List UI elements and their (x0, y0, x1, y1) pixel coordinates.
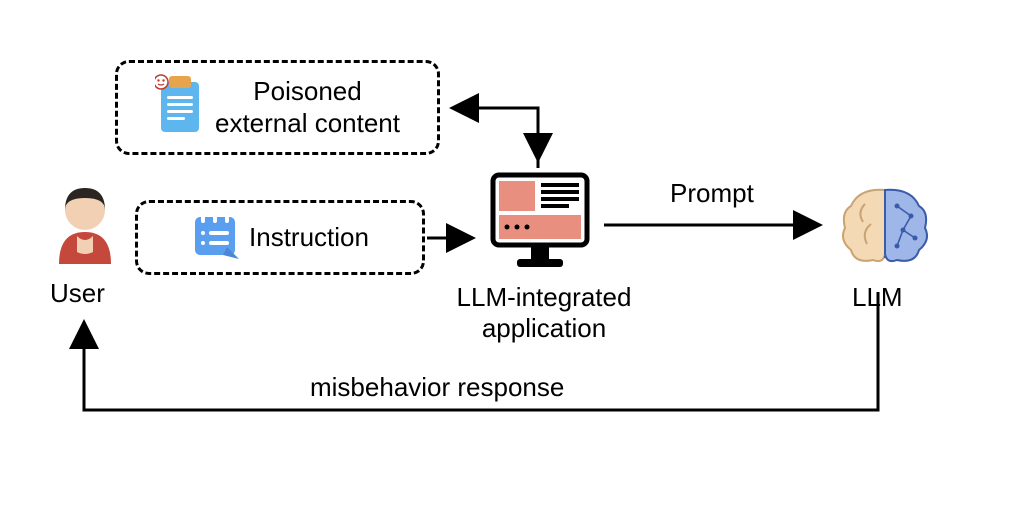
instruction-label: Instruction (249, 222, 369, 253)
node-instruction: Instruction (135, 200, 425, 275)
edge-label-prompt: Prompt (670, 178, 754, 209)
notepad-icon (191, 211, 239, 264)
edge-app-to-llm (602, 212, 832, 238)
node-app (480, 165, 600, 280)
edge-app-to-poisoned (440, 90, 560, 180)
brain-icon (835, 180, 935, 275)
poisoned-label: Poisoned external content (215, 76, 400, 138)
clipboard-icon (155, 74, 205, 141)
monitor-icon (485, 165, 595, 280)
node-poisoned-content: Poisoned external content (115, 60, 440, 155)
node-user (45, 180, 125, 269)
person-icon (51, 180, 119, 269)
edge-label-misbehavior: misbehavior response (310, 372, 564, 403)
edge-instruction-to-app (425, 225, 485, 251)
node-llm (830, 180, 940, 275)
edge-llm-to-user (70, 290, 890, 440)
